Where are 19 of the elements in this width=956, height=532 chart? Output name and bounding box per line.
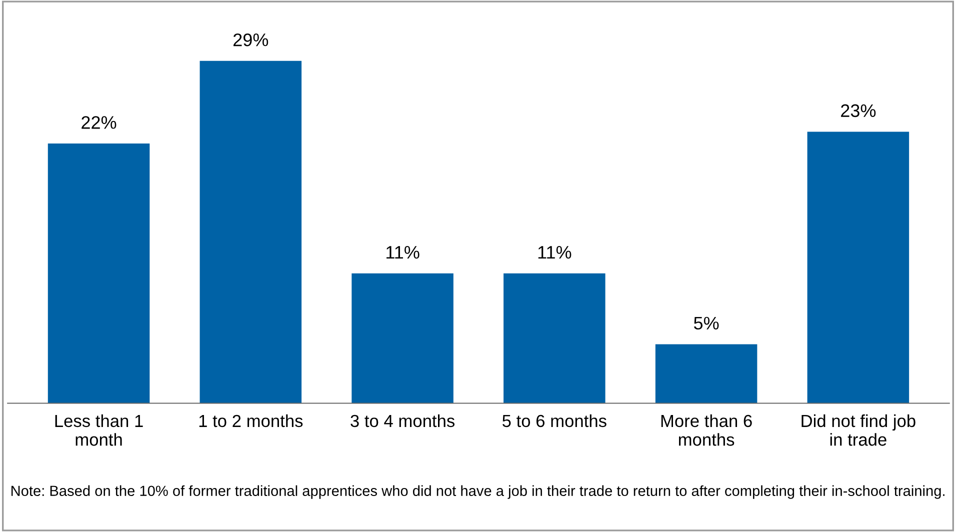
bar	[200, 60, 302, 404]
bar	[504, 273, 606, 404]
text: Note: Based on the 10% of former traditional apprentices who did not have a job in their trade to return to after completing their in-school training.	[11, 485, 944, 499]
data-label: 29%	[233, 33, 268, 46]
data-label: 11%	[386, 246, 420, 259]
data-label: 22%	[82, 116, 116, 129]
data-label: 5%	[694, 316, 719, 330]
x-tick-label: 1 to 2 months	[199, 414, 303, 428]
bar	[655, 344, 758, 404]
x-tick-label: 5 to 6 months	[502, 414, 606, 428]
bar	[352, 273, 454, 404]
bar	[48, 144, 150, 404]
x-tick-label: More than 6 months	[661, 414, 752, 446]
data-label: 23%	[841, 104, 876, 118]
bar	[807, 132, 910, 404]
x-tick-label: 3 to 4 months	[350, 414, 455, 428]
x-tick-label: Less than 1 month	[55, 414, 143, 446]
x-tick-label: Did not find job in trade	[802, 414, 916, 446]
data-label: 11%	[538, 246, 572, 259]
